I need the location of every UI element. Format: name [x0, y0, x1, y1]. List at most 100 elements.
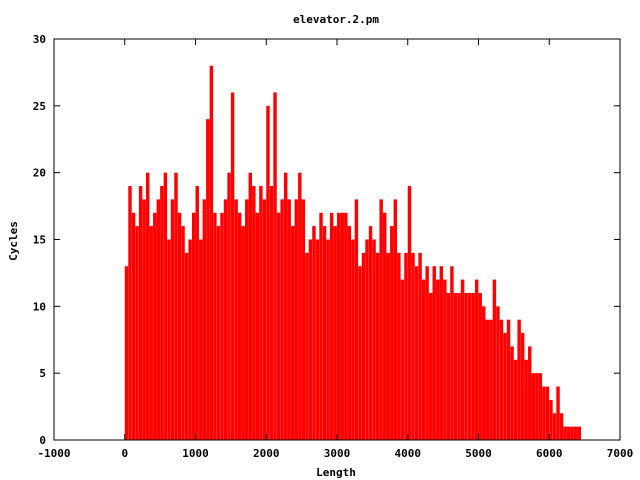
bar — [478, 292, 482, 440]
bar — [368, 226, 373, 440]
bar — [220, 212, 224, 440]
x-tick-label: 4000 — [395, 447, 422, 460]
bar — [319, 212, 323, 440]
bar — [467, 292, 472, 440]
bar — [138, 186, 143, 440]
x-tick-label: 0 — [121, 447, 128, 460]
bar — [206, 119, 210, 440]
x-tick-label: -1000 — [37, 447, 70, 460]
bar — [280, 199, 284, 440]
x-tick-label: 3000 — [324, 447, 351, 460]
y-tick-label: 15 — [33, 234, 46, 247]
bar — [531, 373, 535, 440]
bar — [199, 239, 203, 440]
bar — [184, 252, 189, 440]
bar — [142, 199, 146, 440]
bar — [170, 199, 175, 440]
y-tick-label: 30 — [33, 33, 46, 46]
bar — [471, 292, 475, 440]
bar — [538, 373, 543, 440]
bar — [135, 226, 139, 440]
bar — [542, 386, 546, 440]
bar — [351, 239, 355, 440]
bar — [485, 319, 490, 440]
bar — [202, 199, 207, 440]
bar — [492, 279, 497, 440]
y-tick-label: 25 — [33, 100, 46, 113]
bar — [269, 186, 274, 440]
bar — [506, 319, 511, 440]
y-tick-label: 5 — [39, 367, 46, 380]
bar — [213, 212, 217, 440]
bar — [418, 252, 422, 440]
bar — [482, 306, 486, 440]
bar — [298, 172, 302, 440]
bar — [301, 199, 306, 440]
x-tick-label: 5000 — [465, 447, 492, 460]
bar — [156, 199, 161, 440]
bar — [545, 386, 550, 440]
bar — [177, 212, 182, 440]
bar — [340, 212, 344, 440]
chart-title: elevator.2.pm — [293, 13, 379, 26]
bar — [333, 226, 337, 440]
bar — [517, 319, 521, 440]
bar — [421, 279, 426, 440]
bar — [174, 172, 178, 440]
bar — [411, 252, 415, 440]
bar — [425, 266, 429, 440]
bar — [361, 252, 366, 440]
bar — [400, 279, 405, 440]
bar — [524, 359, 528, 440]
bar — [510, 346, 514, 440]
bar — [347, 226, 352, 440]
bar — [375, 252, 380, 440]
bar — [379, 199, 383, 440]
x-axis-label: Length — [316, 466, 356, 479]
bar — [329, 212, 334, 440]
bar — [407, 186, 412, 440]
y-axis-label: Cycles — [7, 221, 20, 261]
bar — [283, 172, 288, 440]
bar — [453, 292, 458, 440]
bar — [188, 239, 192, 440]
bar — [167, 239, 171, 440]
x-tick-label: 7000 — [607, 447, 634, 460]
bar — [414, 266, 419, 440]
bar — [227, 172, 231, 440]
bar — [439, 266, 444, 440]
bar — [446, 292, 451, 440]
bar — [443, 279, 447, 440]
bar — [241, 226, 245, 440]
bar — [252, 186, 256, 440]
bar — [566, 426, 571, 440]
bar — [390, 226, 394, 440]
bar — [245, 199, 249, 440]
bar — [234, 199, 238, 440]
bar — [513, 359, 518, 440]
bar — [382, 212, 387, 440]
bar-series — [124, 65, 581, 440]
bar — [315, 239, 320, 440]
bar — [237, 212, 242, 440]
bar — [266, 105, 270, 440]
bar — [145, 172, 150, 440]
bar — [577, 426, 581, 440]
bar — [273, 92, 277, 440]
bar — [372, 239, 376, 440]
bar — [337, 212, 341, 440]
bar — [464, 292, 468, 440]
bar — [230, 92, 235, 440]
bar — [563, 426, 567, 440]
bar — [322, 226, 327, 440]
bar — [124, 266, 129, 440]
bar — [294, 199, 298, 440]
bar — [312, 226, 316, 440]
bar — [404, 252, 408, 440]
bar — [436, 279, 440, 440]
bar — [255, 212, 260, 440]
bar — [489, 319, 493, 440]
bar — [149, 226, 153, 440]
bar — [216, 226, 221, 440]
